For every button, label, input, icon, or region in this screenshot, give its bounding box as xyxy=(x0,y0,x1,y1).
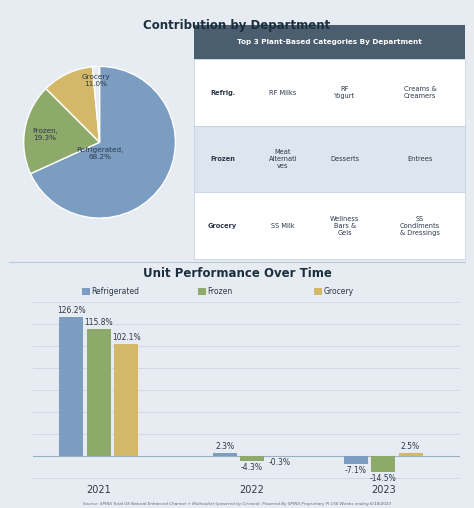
Text: -4.3%: -4.3% xyxy=(241,463,263,471)
Text: Frozen,
19.3%: Frozen, 19.3% xyxy=(32,128,58,141)
Text: Frozen: Frozen xyxy=(208,287,233,296)
Wedge shape xyxy=(24,88,100,174)
Text: Contribution by Department: Contribution by Department xyxy=(143,19,331,33)
Text: Desserts: Desserts xyxy=(330,156,359,162)
Text: Refrigerated,
68.2%: Refrigerated, 68.2% xyxy=(76,147,123,160)
Bar xyxy=(194,126,465,193)
Text: RF
Yogurt: RF Yogurt xyxy=(334,86,356,99)
Text: -7.1%: -7.1% xyxy=(345,466,367,474)
Text: SS
Condiments
& Dressings: SS Condiments & Dressings xyxy=(400,216,440,236)
Text: 115.8%: 115.8% xyxy=(84,318,113,327)
Text: -14.5%: -14.5% xyxy=(370,474,397,483)
Text: Wellness
Bars &
Gels: Wellness Bars & Gels xyxy=(330,216,360,236)
Bar xyxy=(371,456,395,472)
Bar xyxy=(194,25,465,59)
Bar xyxy=(87,329,111,456)
Bar xyxy=(399,453,423,456)
Text: 126.2%: 126.2% xyxy=(57,306,86,315)
Bar xyxy=(194,193,465,259)
Text: Refrig.: Refrig. xyxy=(210,89,235,96)
Bar xyxy=(240,456,264,461)
Text: Creams &
Creamers: Creams & Creamers xyxy=(403,86,436,99)
Text: -0.3%: -0.3% xyxy=(268,458,290,467)
Text: Unit Performance Over Time: Unit Performance Over Time xyxy=(143,267,331,280)
Text: RF Milks: RF Milks xyxy=(269,89,296,96)
Bar xyxy=(212,453,237,456)
Bar xyxy=(114,343,138,456)
Bar xyxy=(194,59,465,126)
Wedge shape xyxy=(30,67,175,218)
Bar xyxy=(344,456,368,464)
Bar xyxy=(59,317,83,456)
Wedge shape xyxy=(46,67,100,142)
Text: Grocery: Grocery xyxy=(208,223,237,229)
Text: Refrigerated: Refrigerated xyxy=(91,287,139,296)
Text: Source: SPINS Total US Natural Enhanced Channel + Multioutlet (powered by Circan: Source: SPINS Total US Natural Enhanced … xyxy=(83,502,391,506)
Text: 2.3%: 2.3% xyxy=(215,442,234,452)
Wedge shape xyxy=(92,67,100,142)
Text: 102.1%: 102.1% xyxy=(112,333,140,341)
Text: SS Milk: SS Milk xyxy=(271,223,295,229)
Text: Meat
Alternati
ves: Meat Alternati ves xyxy=(268,149,297,169)
Text: Top 3 Plant-Based Categories By Department: Top 3 Plant-Based Categories By Departme… xyxy=(237,39,422,45)
Text: Entrees: Entrees xyxy=(407,156,433,162)
Text: Grocery
11.0%: Grocery 11.0% xyxy=(82,74,110,86)
Text: 2.5%: 2.5% xyxy=(401,442,420,451)
Text: Frozen: Frozen xyxy=(210,156,235,162)
Text: Grocery: Grocery xyxy=(324,287,354,296)
